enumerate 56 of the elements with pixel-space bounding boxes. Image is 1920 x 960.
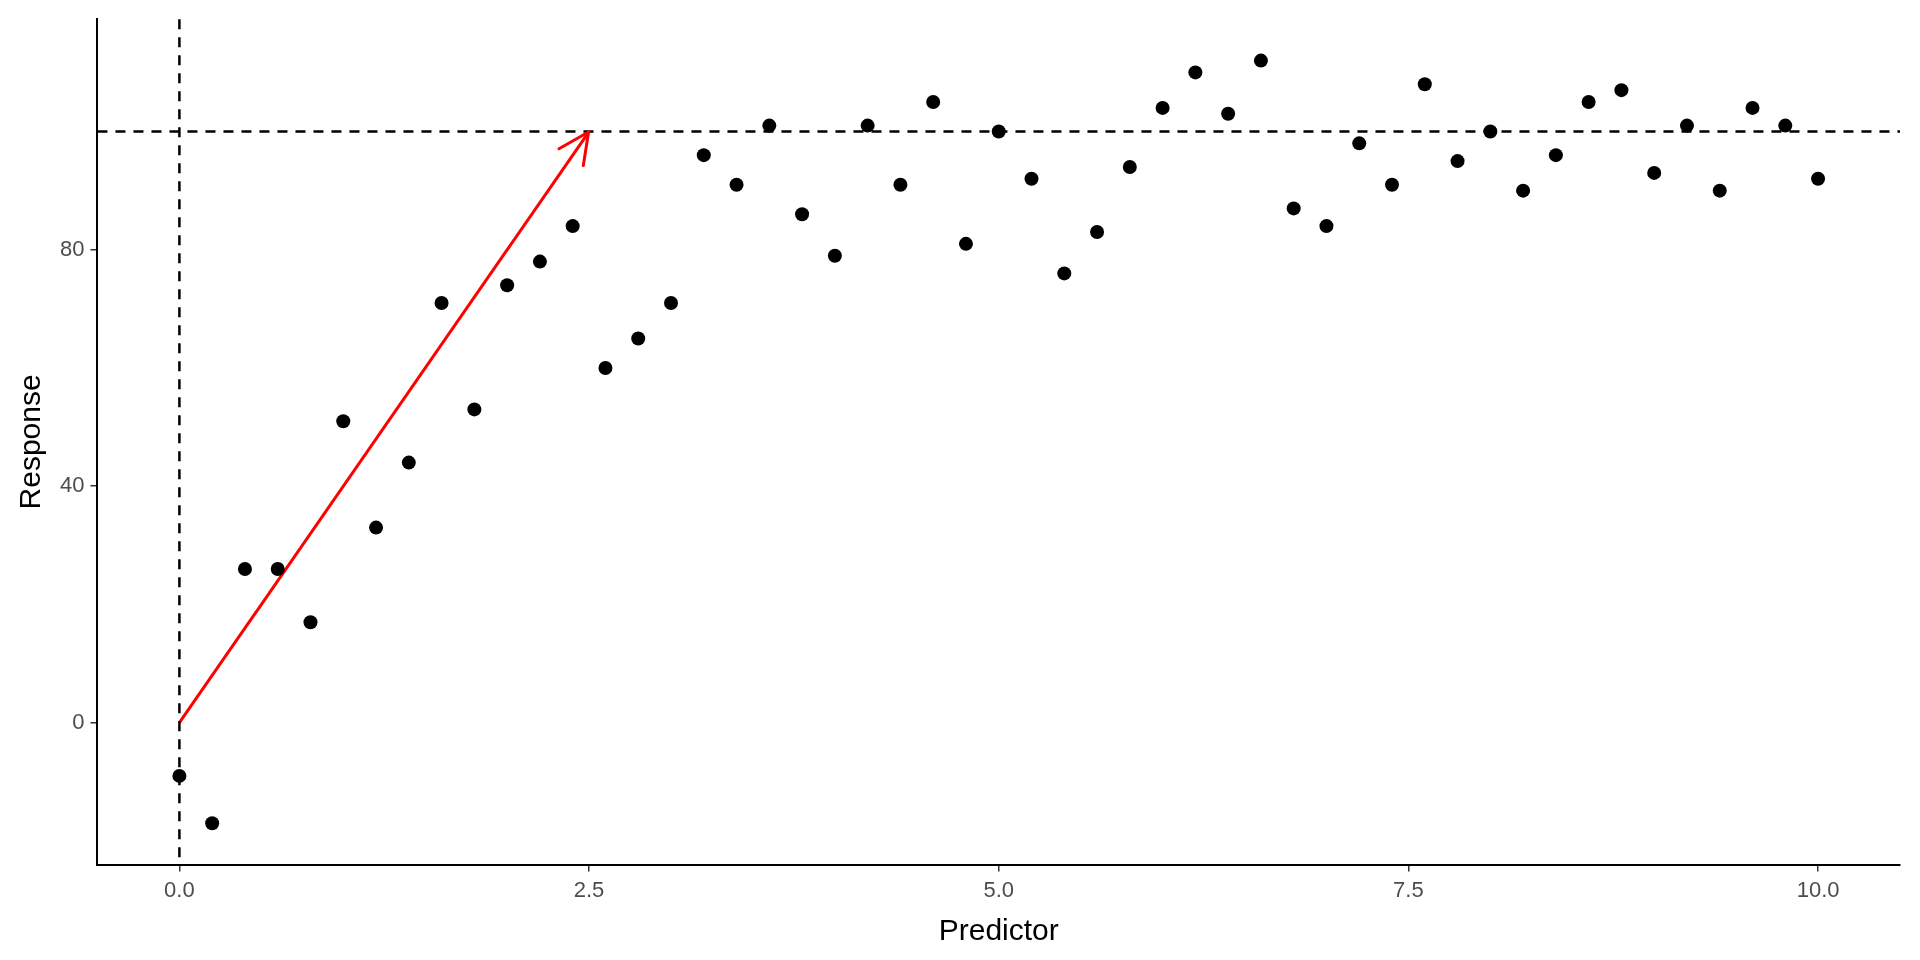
point xyxy=(1090,225,1105,240)
y-axis-title: Response xyxy=(13,374,47,510)
point xyxy=(598,361,613,375)
point xyxy=(1647,165,1662,180)
y-tick-label: 80 xyxy=(59,235,85,261)
point xyxy=(1319,219,1334,234)
point xyxy=(631,331,646,346)
point xyxy=(237,562,252,577)
point xyxy=(1253,53,1268,68)
x-tick-label: 7.5 xyxy=(1393,876,1424,902)
point xyxy=(270,562,285,577)
point xyxy=(860,118,875,133)
point xyxy=(467,402,482,417)
point xyxy=(958,236,973,251)
point xyxy=(795,207,810,222)
point xyxy=(369,520,384,535)
point xyxy=(205,816,220,831)
point xyxy=(336,414,351,429)
point xyxy=(1778,118,1793,133)
point xyxy=(1712,183,1727,198)
x-tick-label: 0.0 xyxy=(164,876,195,902)
x-axis-title: Predictor xyxy=(938,913,1059,947)
point xyxy=(565,219,580,234)
point xyxy=(1221,106,1236,121)
point xyxy=(664,295,678,310)
y-tick-label: 40 xyxy=(59,472,85,498)
point xyxy=(401,455,416,470)
point xyxy=(1352,136,1367,151)
point xyxy=(1155,100,1170,115)
point xyxy=(696,148,711,163)
y-tick-label: 0 xyxy=(72,708,85,734)
point xyxy=(1188,65,1203,80)
point xyxy=(1385,177,1400,192)
point xyxy=(1122,160,1137,174)
point xyxy=(1024,171,1039,186)
point xyxy=(893,177,908,192)
point xyxy=(303,615,318,630)
point xyxy=(1057,266,1072,281)
x-tick-label: 10.0 xyxy=(1796,876,1840,902)
point xyxy=(827,248,842,263)
x-tick-label: 2.5 xyxy=(573,876,605,902)
point xyxy=(729,177,744,192)
point xyxy=(532,254,547,269)
point xyxy=(1548,148,1563,163)
point xyxy=(926,94,941,109)
x-tick-label: 5.0 xyxy=(983,876,1015,902)
point xyxy=(1581,94,1596,109)
point xyxy=(1614,83,1629,98)
point xyxy=(1811,171,1826,186)
point xyxy=(1450,154,1465,169)
point xyxy=(1286,201,1301,216)
point xyxy=(1516,183,1531,198)
point xyxy=(500,278,515,293)
point xyxy=(434,295,449,310)
point xyxy=(1745,100,1760,115)
point xyxy=(1417,77,1432,92)
